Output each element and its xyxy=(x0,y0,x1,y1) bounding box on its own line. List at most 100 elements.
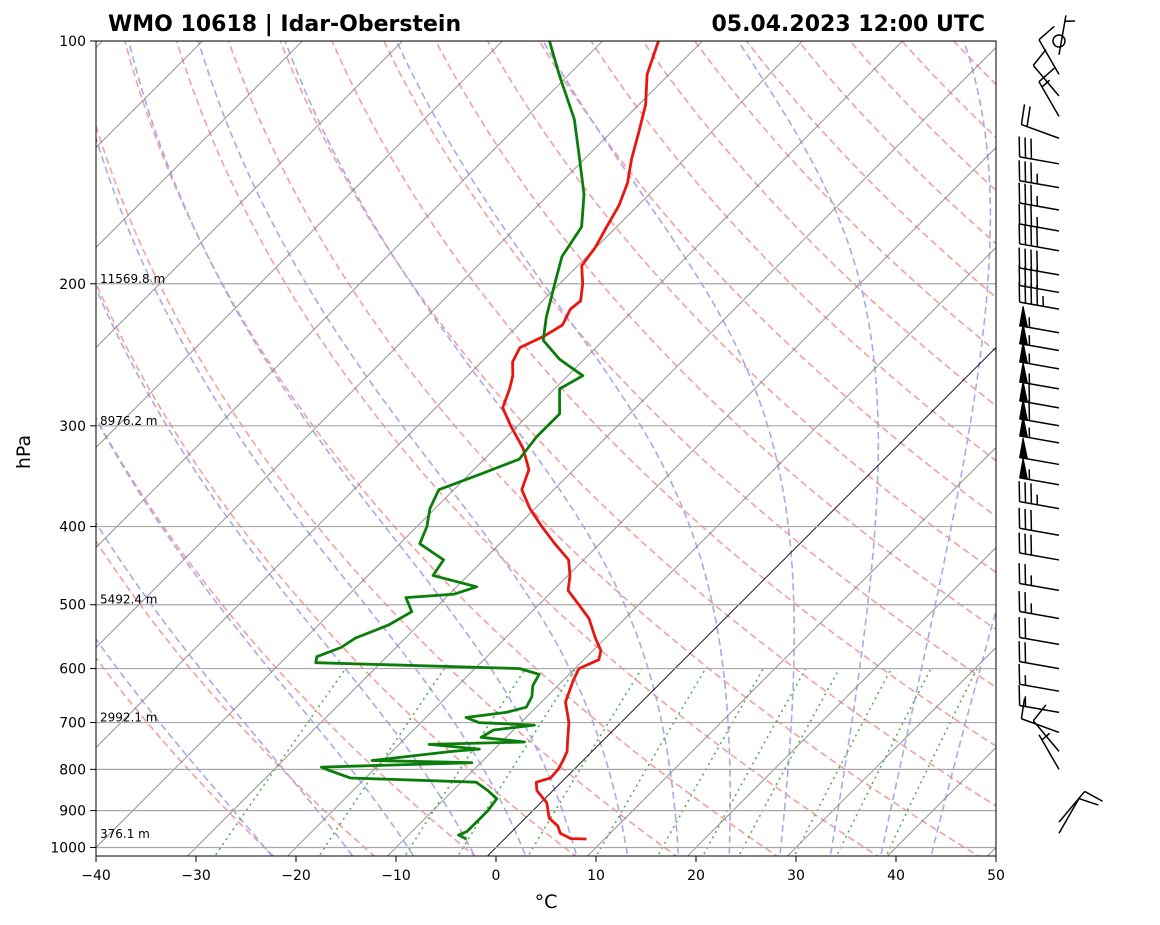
wind-barb xyxy=(1019,342,1060,370)
y-tick-label: 800 xyxy=(59,762,86,778)
y-tick-label: 100 xyxy=(59,34,86,50)
height-label: 11569.8 m xyxy=(100,272,165,286)
wind-barb xyxy=(1018,136,1060,165)
dry-adiabat-line xyxy=(383,41,996,689)
x-axis-label: °C xyxy=(535,891,558,913)
wind-barb xyxy=(1020,698,1060,734)
y-tick-label: 900 xyxy=(59,804,86,820)
mixing-ratio-line xyxy=(656,668,765,856)
y-tick-label: 200 xyxy=(59,277,86,293)
y-tick-label: 1000 xyxy=(50,841,86,857)
x-axis: −40 −30 −20 −10 0 10 20 30 40 50 xyxy=(81,856,1005,884)
dry-adiabat-line xyxy=(96,539,376,856)
chart-title-station: WMO 10618 | Idar-Oberstein xyxy=(108,12,461,37)
plot-frame xyxy=(95,40,997,857)
x-tick-label: 50 xyxy=(987,868,1005,884)
x-tick-label: 10 xyxy=(587,868,605,884)
mixing-ratio-lines xyxy=(213,668,978,856)
dewpoint-line xyxy=(314,41,586,841)
wind-barb xyxy=(1020,104,1060,139)
wind-barb xyxy=(1019,399,1060,427)
moist-adiabat-line xyxy=(96,521,354,856)
isotherm-line xyxy=(96,41,404,349)
mixing-ratio-line xyxy=(213,668,347,856)
moist-adiabat-line xyxy=(737,41,880,856)
plot-area: 11569.8 m 8976.2 m 5492.4 m 2992.1 m 376.1 m xyxy=(95,40,997,857)
wind-barb xyxy=(1019,362,1060,390)
isotherm-line xyxy=(96,41,804,749)
x-tick-label: −40 xyxy=(81,868,111,884)
dry-adiabat-line xyxy=(124,41,779,856)
wind-barb xyxy=(1018,507,1060,536)
mixing-ratio-line xyxy=(403,668,527,856)
moist-adiabat-line xyxy=(96,135,527,856)
wind-barb xyxy=(1019,416,1060,444)
x-tick-label: 0 xyxy=(492,868,501,884)
wind-barb xyxy=(1018,663,1060,692)
wind-barb xyxy=(1018,223,1060,252)
wind-barb xyxy=(1018,617,1060,646)
dry-adiabat-line xyxy=(96,416,477,856)
y-tick-label: 500 xyxy=(59,598,86,614)
wind-barb xyxy=(1018,685,1060,714)
y-axis: 100 200 300 400 500 600 700 800 900 1000 xyxy=(50,34,96,857)
profile-lines xyxy=(314,41,660,841)
wind-barb xyxy=(1019,323,1060,352)
moist-adiabat-line xyxy=(542,41,796,856)
dry-adiabat-line xyxy=(590,41,996,462)
moist-adiabat-line xyxy=(284,41,680,856)
isotherm-line xyxy=(186,46,996,856)
wind-barb xyxy=(1058,790,1103,823)
isotherm-line xyxy=(786,646,996,856)
wind-barb xyxy=(1058,797,1099,834)
x-tick-label: 20 xyxy=(687,868,705,884)
dry-adiabat-line xyxy=(641,41,996,407)
isotherm-line xyxy=(286,146,996,856)
dry-adiabat-line xyxy=(96,281,577,856)
wind-barb xyxy=(1019,458,1060,486)
wind-barb xyxy=(1019,305,1060,334)
wind-barb xyxy=(1018,591,1060,620)
height-label: 376.1 m xyxy=(100,827,150,841)
x-tick-label: 40 xyxy=(887,868,905,884)
wind-barb xyxy=(1018,641,1060,670)
isotherm-line xyxy=(686,546,996,856)
wind-barb xyxy=(1019,437,1060,466)
moist-adiabat-line xyxy=(930,608,996,856)
wind-barbs xyxy=(1018,15,1103,834)
moist-adiabat-line xyxy=(879,41,992,856)
height-label: 5492.4 m xyxy=(100,593,158,607)
wind-barb xyxy=(1018,203,1060,232)
mixing-ratio-line xyxy=(701,668,807,856)
temperature-line xyxy=(501,41,660,841)
chart-title-datetime: 05.04.2023 12:00 UTC xyxy=(711,12,985,37)
y-tick-label: 600 xyxy=(59,662,86,678)
height-labels: 11569.8 m 8976.2 m 5492.4 m 2992.1 m 376.1 m xyxy=(100,272,165,841)
wind-barb xyxy=(1018,563,1060,592)
wind-barb xyxy=(1018,481,1060,510)
y-tick-label: 400 xyxy=(59,520,86,536)
wind-barb xyxy=(1018,160,1060,189)
mixing-ratio-line xyxy=(318,668,446,856)
moist-adiabat-line xyxy=(127,41,578,856)
x-tick-label: −10 xyxy=(381,868,411,884)
dry-adiabat-line xyxy=(96,123,678,856)
y-tick-label: 300 xyxy=(59,419,86,435)
mixing-ratio-line xyxy=(527,668,643,856)
wind-barb xyxy=(1032,704,1060,752)
wind-barb xyxy=(1018,532,1060,561)
x-tick-label: −20 xyxy=(281,868,311,884)
mixing-ratio-line xyxy=(737,668,841,856)
moist-adiabat-line xyxy=(197,41,629,856)
x-tick-label: 30 xyxy=(787,868,805,884)
wind-barb xyxy=(1018,247,1060,276)
wind-barb xyxy=(1058,15,1076,55)
x-tick-label: −30 xyxy=(181,868,211,884)
zero-isotherm-line xyxy=(486,346,996,856)
height-label: 8976.2 m xyxy=(100,414,158,428)
dry-adiabat-line xyxy=(96,656,275,856)
isotherm-line xyxy=(96,41,604,549)
isotherm-line xyxy=(586,446,996,856)
isotherm-line xyxy=(96,41,904,849)
